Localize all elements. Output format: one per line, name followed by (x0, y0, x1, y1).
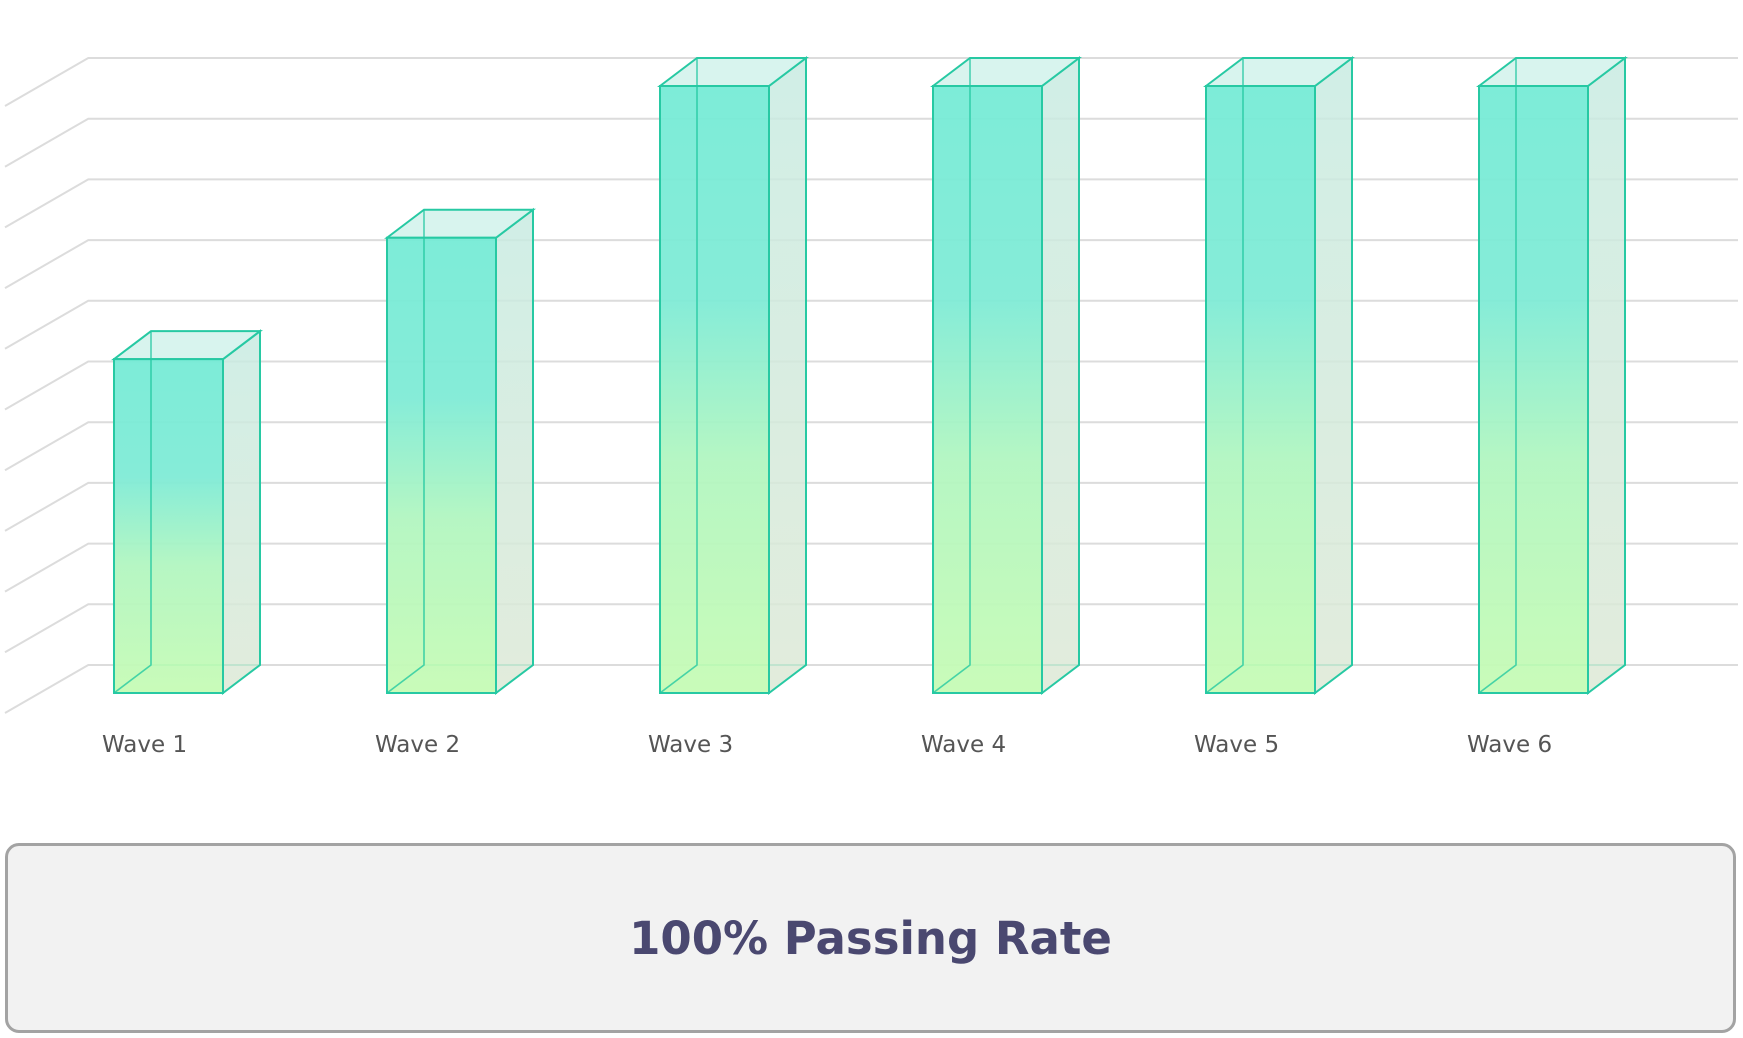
bar-inner-edges (386, 209, 425, 694)
bar-inner-edges (113, 331, 152, 694)
bar-side-face (222, 329, 261, 696)
bar (1203, 55, 1355, 696)
bar (111, 329, 263, 696)
bar-chart: Wave 1 Wave 2 Wave 3 Wave 4 Wave 5 Wave 6 (4, 55, 1738, 758)
gridline (4, 360, 1738, 411)
bar-inner-edges (659, 58, 698, 694)
gridline (4, 481, 1738, 532)
bar-front-face (932, 85, 1043, 694)
bar-front-face (659, 85, 770, 694)
bar-inner-edges (1478, 58, 1517, 694)
bar (1476, 55, 1628, 696)
gridline (4, 299, 1738, 350)
gridline (4, 421, 1738, 472)
gridline (4, 239, 1738, 289)
bar-side-face (768, 55, 807, 696)
passing-rate-banner: 100% Passing Rate (5, 843, 1736, 1033)
category-labels: Wave 1 Wave 2 Wave 3 Wave 4 Wave 5 Wave 6 (102, 732, 1552, 758)
passing-rate-text: 100% Passing Rate (629, 911, 1112, 965)
bar-side-face (495, 207, 534, 696)
bar-inner-edges (1205, 58, 1244, 694)
bar-side-face (1587, 55, 1626, 696)
gridline (4, 603, 1738, 654)
category-label: Wave 6 (1467, 732, 1552, 758)
category-label: Wave 4 (921, 732, 1006, 758)
bar-inner-edges (932, 58, 971, 694)
bar-front-face (113, 358, 224, 694)
bar-front-face (1205, 85, 1316, 694)
bar (384, 207, 536, 696)
bar (657, 55, 809, 696)
gridline (4, 57, 1738, 107)
bar-front-face (386, 236, 497, 694)
category-label: Wave 5 (1194, 732, 1279, 758)
category-label: Wave 1 (102, 732, 187, 758)
gridline (4, 178, 1738, 229)
bar-front-face (1478, 85, 1589, 694)
bars (111, 55, 1628, 696)
bar-side-face (1314, 55, 1353, 696)
gridline (4, 542, 1738, 593)
gridlines (4, 57, 1738, 714)
bar-side-face (1041, 55, 1080, 696)
gridline (4, 117, 1738, 168)
bar (930, 55, 1082, 696)
category-label: Wave 3 (648, 732, 733, 758)
category-label: Wave 2 (375, 732, 460, 758)
gridline (4, 664, 1738, 714)
